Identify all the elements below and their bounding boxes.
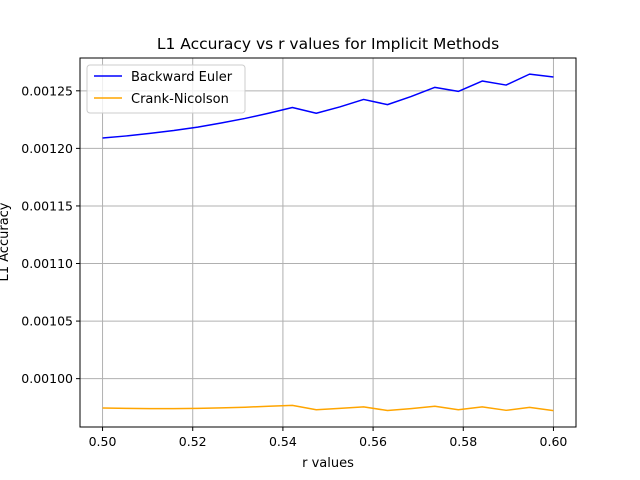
y-axis-label: L1 Accuracy <box>0 202 12 281</box>
y-tick-label: 0.00120 <box>21 141 73 156</box>
x-tick-label: 0.56 <box>359 434 387 449</box>
ticks: 0.50 0.52 0.54 0.56 0.58 0.60 0.00100 0.00105 0.… <box>21 83 567 449</box>
x-tick-label: 0.58 <box>449 434 477 449</box>
y-tick-label: 0.00125 <box>21 83 73 98</box>
x-axis-label: r values <box>302 456 354 471</box>
legend-box <box>86 64 246 114</box>
x-tick-label: 0.54 <box>269 434 297 449</box>
chart-title: L1 Accuracy vs r values for Implicit Met… <box>157 35 499 53</box>
series-line-crank-nicolson <box>102 404 554 412</box>
x-tick-label: 0.60 <box>540 434 568 449</box>
series-layer <box>102 73 554 412</box>
legend-label-crank-nicolson: Crank-Nicolson <box>131 92 229 107</box>
x-tick-label: 0.50 <box>89 434 117 449</box>
legend-label-backward-euler: Backward Euler <box>131 70 233 85</box>
legend: Backward Euler Crank-Nicolson <box>86 64 246 114</box>
y-tick-label: 0.00110 <box>21 256 73 271</box>
plot-frame <box>79 57 577 428</box>
y-tick-label: 0.00105 <box>21 314 73 329</box>
y-tick-label: 0.00115 <box>21 198 73 213</box>
y-tick-label: 0.00100 <box>21 371 73 386</box>
series-line-backward-euler <box>102 73 554 139</box>
x-tick-label: 0.52 <box>179 434 207 449</box>
